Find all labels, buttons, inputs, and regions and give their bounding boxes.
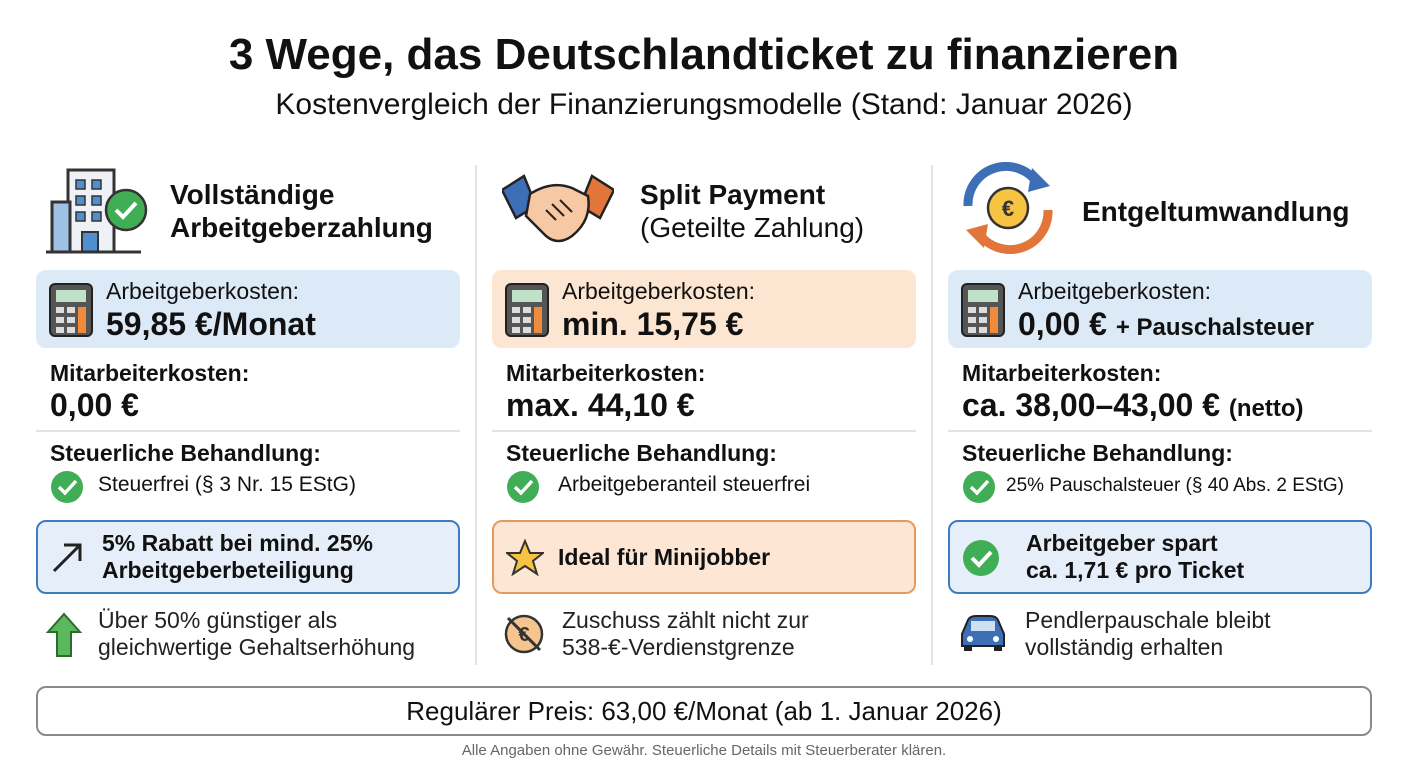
trend-icon: [52, 543, 82, 573]
value: ca. 38,00–43,00 €: [962, 387, 1221, 423]
disclaimer: Alle Angaben ohne Gewähr. Steuerliche De…: [461, 742, 947, 759]
highlight-line: ca. 1,71 € pro Ticket: [1026, 557, 1245, 583]
highlight-line: Arbeitgeberbeteiligung: [102, 557, 354, 583]
check-icon: [963, 471, 995, 503]
title: 3 Wege, das Deutschlandticket zu finanzi…: [228, 30, 1180, 79]
note-text: Über 50% günstiger als gleichwertige Geh…: [98, 607, 415, 661]
handshake-icon: [502, 174, 614, 243]
divider: [475, 165, 477, 665]
note-text: Zuschuss zählt nicht zur 538-€-Verdienst…: [562, 607, 809, 661]
building-icon: [46, 168, 148, 254]
note-line: Pendlerpauschale bleibt: [1025, 607, 1271, 633]
svg-text:€: €: [1002, 196, 1014, 221]
tax-text: Steuerfrei (§ 3 Nr. 15 EStG): [98, 473, 356, 496]
note-line: Zuschuss zählt nicht zur: [562, 607, 809, 633]
value: 0,00 €: [1018, 306, 1107, 342]
employer-cost-label: Arbeitgeberkosten:: [1018, 278, 1212, 304]
calculator-icon: [505, 283, 549, 337]
column: € Entgeltumwandlung Arbeitgeberkosten: 0…: [948, 0, 1372, 680]
employer-cost-value: 59,85 €/Monat: [106, 306, 316, 342]
suffix: (netto): [1228, 395, 1304, 422]
highlight-box: 5% Rabatt bei mind. 25% Arbeitgeberbetei…: [36, 520, 460, 594]
column: Vollständige Arbeitgeberzahlung Arbeitge…: [36, 0, 460, 680]
check-icon: [507, 471, 539, 503]
price-text: Regulärer Preis: 63,00 €/Monat (ab 1. Ja…: [406, 696, 1002, 726]
employer-cost-label: Arbeitgeberkosten:: [106, 278, 300, 304]
tax-text: Arbeitgeberanteil steuerfrei: [558, 473, 811, 496]
column-title: Split Payment (Geteilte Zahlung): [640, 178, 864, 244]
title-line: Vollständige: [170, 179, 335, 210]
note-text: Pendlerpauschale bleibt vollständig erha…: [1025, 607, 1271, 661]
check-icon: [963, 540, 999, 576]
separator: [492, 430, 916, 432]
price-box: Regulärer Preis: 63,00 €/Monat (ab 1. Ja…: [36, 686, 1372, 736]
tax-label: Steuerliche Behandlung:: [506, 440, 777, 466]
highlight-box: Arbeitgeber spart ca. 1,71 € pro Ticket: [948, 520, 1372, 594]
employer-cost-box: Arbeitgeberkosten: 59,85 €/Monat: [36, 270, 460, 348]
tax-label: Steuerliche Behandlung:: [50, 440, 321, 466]
employer-cost-label: Arbeitgeberkosten:: [562, 278, 756, 304]
title-line: Arbeitgeberzahlung: [170, 212, 433, 243]
employee-cost-value: ca. 38,00–43,00 € (netto): [962, 387, 1304, 424]
tax-text: 25% Pauschalsteuer (§ 40 Abs. 2 EStG): [1006, 475, 1344, 496]
divider: [931, 165, 933, 665]
employee-cost-value: max. 44,10 €: [506, 387, 695, 423]
highlight-line: Arbeitgeber spart: [1026, 530, 1218, 556]
no-euro-icon: €: [504, 614, 544, 654]
calculator-icon: [49, 283, 93, 337]
employer-cost-value: min. 15,75 €: [562, 306, 744, 342]
note-line: gleichwertige Gehaltserhöhung: [98, 634, 416, 660]
exchange-icon: €: [963, 162, 1053, 254]
employee-cost-value: 0,00 €: [50, 387, 139, 423]
suffix: + Pauschalsteuer: [1115, 314, 1314, 341]
separator: [948, 430, 1372, 432]
note-line: 538-€-Verdienstgrenze: [562, 634, 795, 660]
employer-cost-value: 0,00 € + Pauschalsteuer: [1018, 306, 1314, 343]
highlight-box: Ideal für Minijobber: [492, 520, 916, 594]
title-line: Entgeltumwandlung: [1082, 196, 1350, 227]
note-line: Über 50% günstiger als: [98, 607, 338, 633]
note-line: vollständig erhalten: [1025, 634, 1224, 660]
up-arrow-icon: [46, 612, 82, 657]
highlight-text: Arbeitgeber spart ca. 1,71 € pro Ticket: [1026, 522, 1244, 592]
employee-cost-label: Mitarbeiterkosten:: [506, 360, 706, 386]
column-title: Vollständige Arbeitgeberzahlung: [170, 178, 433, 244]
employee-cost-label: Mitarbeiterkosten:: [50, 360, 250, 386]
column: Split Payment (Geteilte Zahlung) Arbeitg…: [492, 0, 916, 680]
subtitle: Kostenvergleich der Finanzierungsmodelle…: [275, 88, 1133, 121]
employee-cost-label: Mitarbeiterkosten:: [962, 360, 1162, 386]
separator: [36, 430, 460, 432]
calculator-icon: [961, 283, 1005, 337]
highlight-text: Ideal für Minijobber: [558, 522, 770, 592]
star-icon: [506, 539, 544, 577]
title-line: (Geteilte Zahlung): [640, 212, 865, 243]
tax-label: Steuerliche Behandlung:: [962, 440, 1233, 466]
column-title: Entgeltumwandlung: [1082, 195, 1350, 228]
highlight-line: 5% Rabatt bei mind. 25%: [102, 530, 373, 556]
car-icon: [961, 615, 1005, 651]
employer-cost-box: Arbeitgeberkosten: 0,00 € + Pauschalsteu…: [948, 270, 1372, 348]
highlight-line: Ideal für Minijobber: [558, 543, 771, 570]
check-icon: [51, 471, 83, 503]
employer-cost-box: Arbeitgeberkosten: min. 15,75 €: [492, 270, 916, 348]
title-line: Split Payment: [640, 179, 826, 210]
highlight-text: 5% Rabatt bei mind. 25% Arbeitgeberbetei…: [102, 522, 373, 592]
